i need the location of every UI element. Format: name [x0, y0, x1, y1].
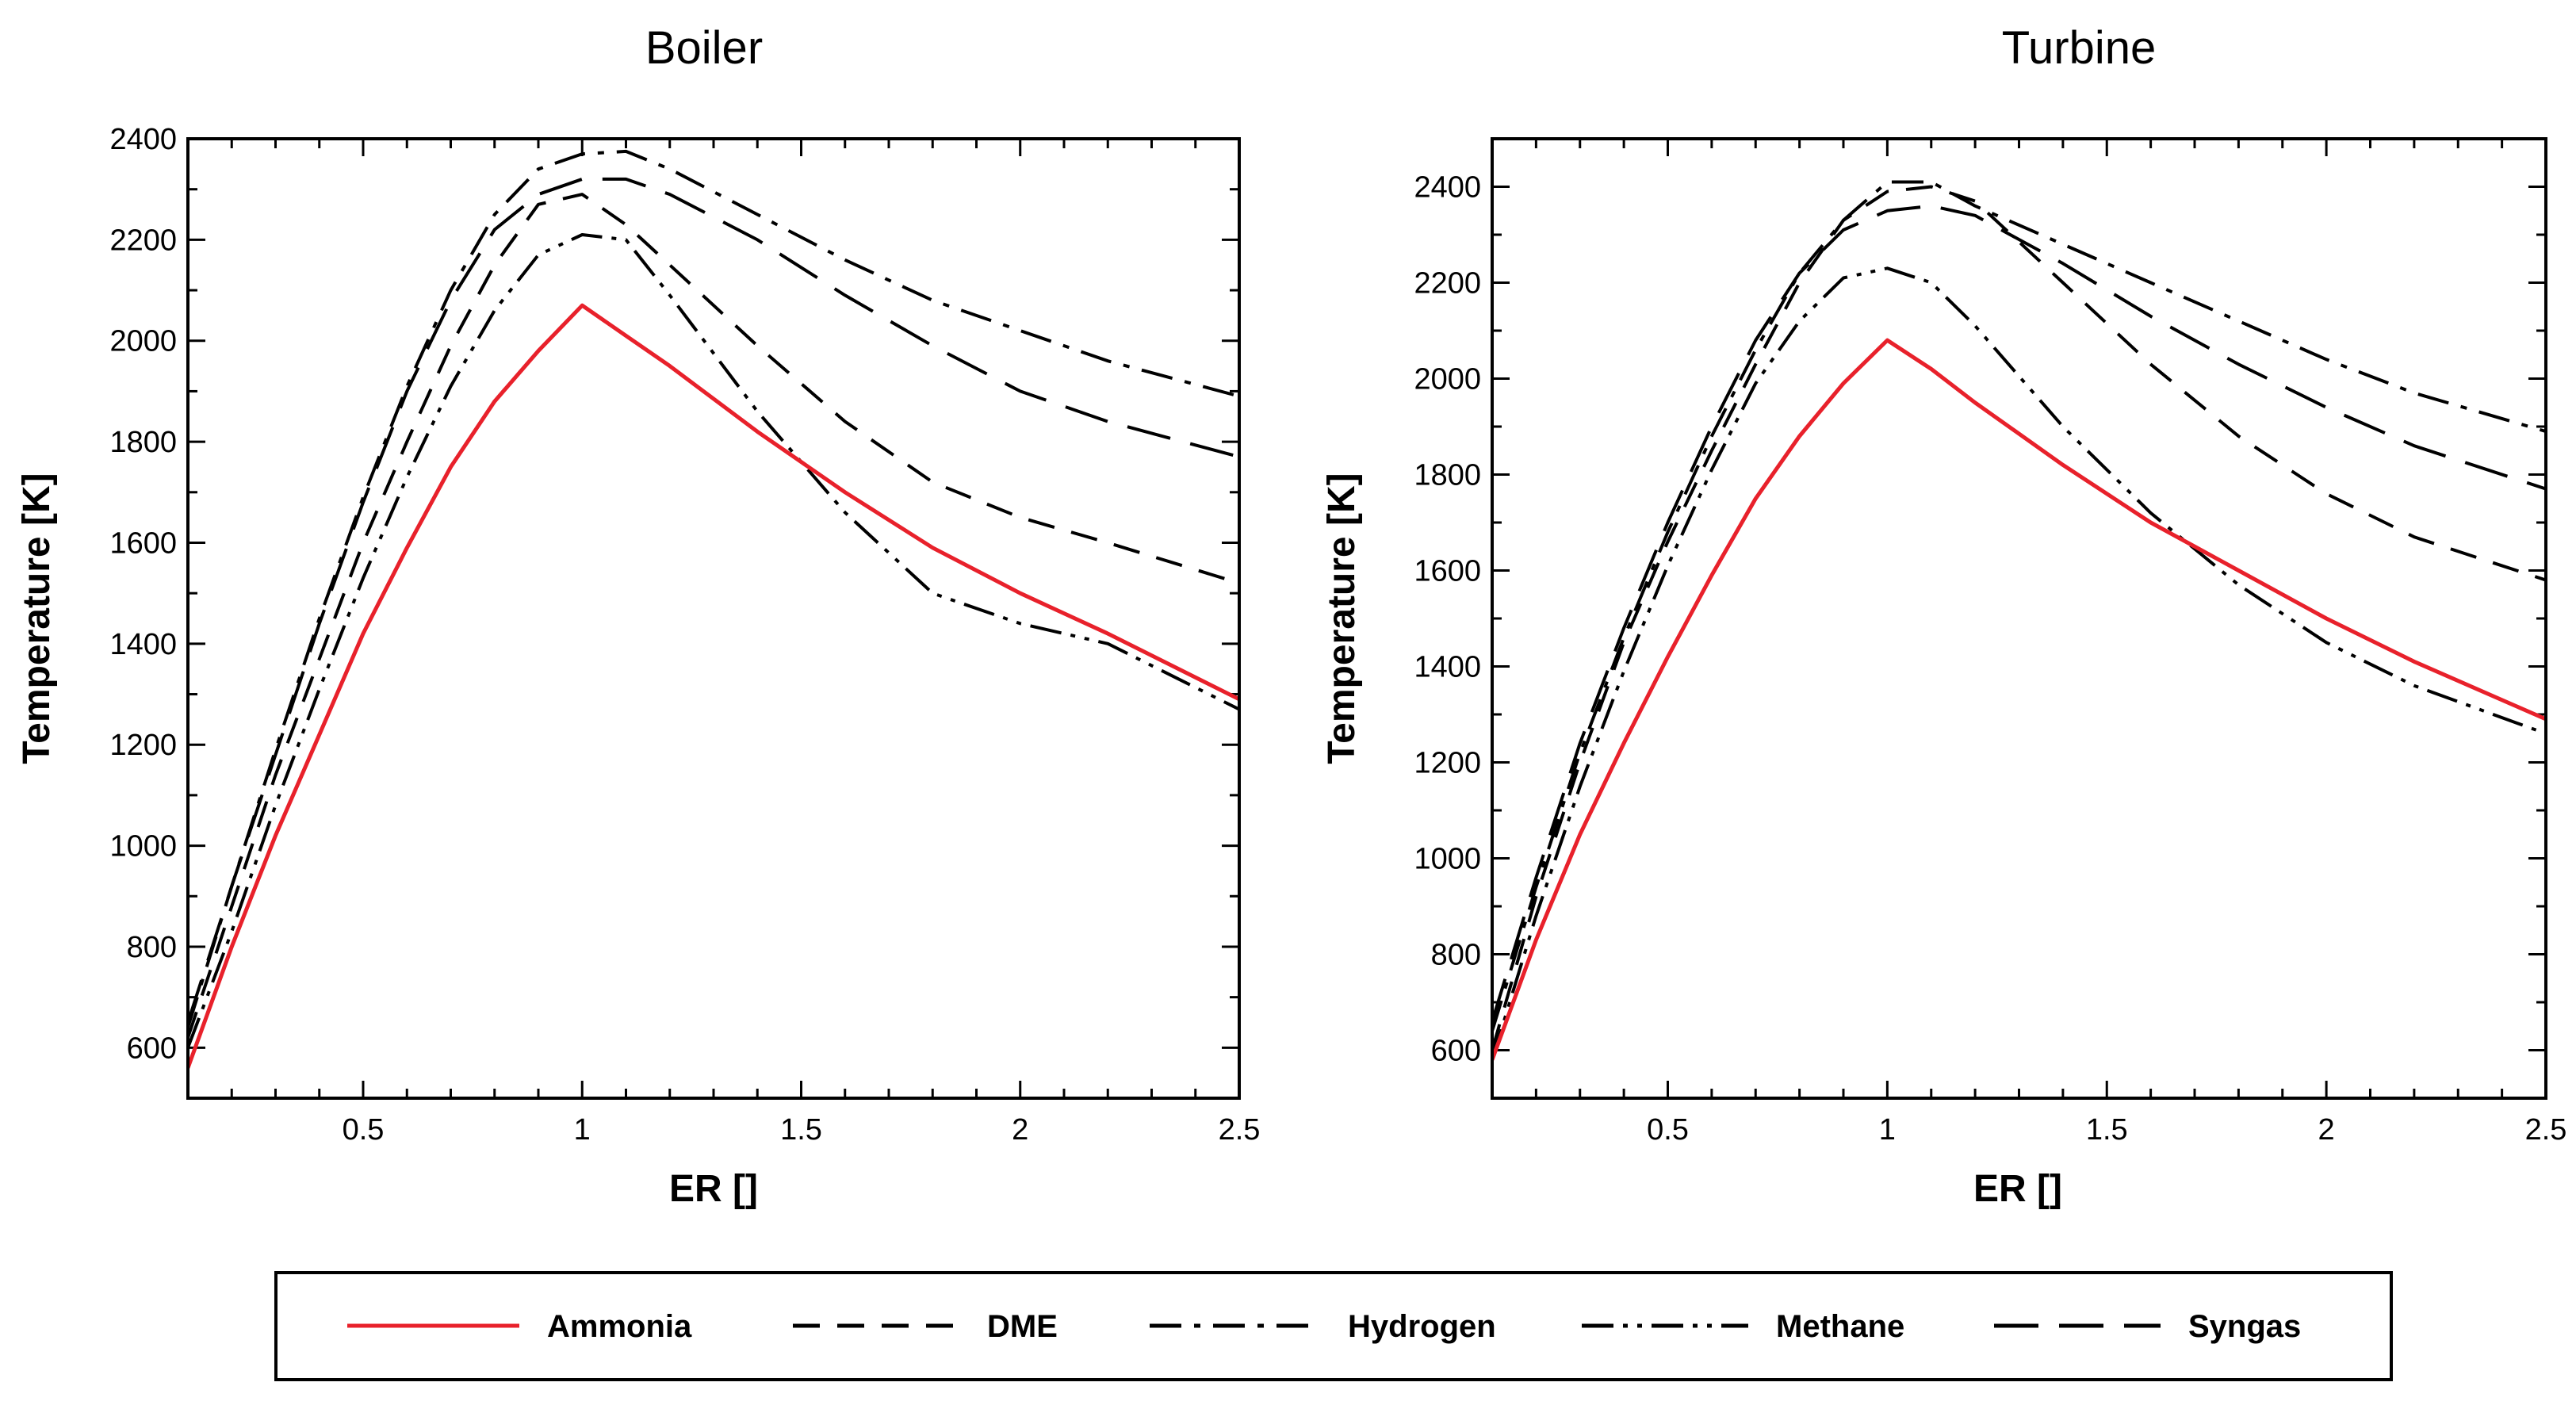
x-axis-label: ER []	[1973, 1168, 2062, 1210]
legend-box	[274, 1271, 2393, 1381]
chart-title: Boiler	[645, 22, 763, 74]
x-tick-label: 1.5	[2086, 1113, 2128, 1147]
y-axis-label: Temperature [K]	[1321, 473, 1363, 764]
y-tick-label: 1400	[109, 628, 177, 661]
series-line-dme	[188, 193, 1239, 1039]
legend-label-methane: Methane	[1776, 1309, 1904, 1344]
x-axis-label: ER []	[669, 1168, 758, 1210]
y-tick-label: 2000	[1414, 363, 1481, 396]
series-line-methane	[188, 233, 1239, 1049]
x-tick-label: 2	[2318, 1113, 2335, 1147]
y-tick-label: 2200	[1414, 267, 1481, 301]
y-tick-label: 1800	[1414, 459, 1481, 492]
chart-title: Turbine	[2002, 22, 2157, 74]
y-tick-label: 1000	[109, 830, 177, 863]
x-tick-label: 2	[1012, 1113, 1028, 1147]
y-tick-label: 1600	[109, 526, 177, 560]
x-tick-label: 1.5	[780, 1113, 822, 1147]
series-line-ammonia	[188, 303, 1239, 1069]
series-layer	[1492, 180, 2546, 1061]
tick-group: 0.5 1 1.5 2 2.5 600 800 1000 1200 1400 1600 1800 200…	[109, 123, 1260, 1147]
turbine-chart: Turbine 0.5 1 1.5 2 2.5 600 800 1000 1200 1400 160…	[1321, 22, 2566, 1210]
legend-label-dme: DME	[987, 1309, 1058, 1344]
y-tick-label: 2400	[1414, 171, 1481, 205]
y-tick-label: 1200	[1414, 747, 1481, 780]
y-tick-label: 600	[1431, 1035, 1481, 1068]
x-tick-label: 2.5	[1219, 1113, 1261, 1147]
y-tick-label: 1400	[1414, 651, 1481, 684]
y-tick-label: 1800	[109, 426, 177, 459]
series-line-methane	[1492, 266, 2546, 1061]
series-line-hydrogen	[188, 149, 1239, 1028]
y-tick-label: 1000	[1414, 843, 1481, 876]
y-tick-label: 2000	[109, 325, 177, 358]
y-axis-label: Temperature [K]	[16, 473, 58, 764]
series-line-syngas	[188, 177, 1239, 1024]
y-tick-label: 1200	[109, 729, 177, 762]
x-tick-label: 0.5	[343, 1113, 385, 1147]
x-tick-label: 2.5	[2525, 1113, 2567, 1147]
y-tick-label: 800	[127, 931, 177, 964]
legend-label-hydrogen: Hydrogen	[1348, 1309, 1496, 1344]
legend-label-ammonia: Ammonia	[547, 1309, 692, 1344]
legend-label-syngas: Syngas	[2188, 1309, 2301, 1344]
y-tick-label: 1600	[1414, 555, 1481, 588]
x-tick-label: 1	[1879, 1113, 1896, 1147]
series-line-syngas	[1492, 204, 2546, 1022]
boiler-chart: Boiler 0.5 1 1.5 2 2.5 600 800 1000 1200 1400 1600…	[16, 22, 1260, 1210]
x-tick-label: 0.5	[1647, 1113, 1689, 1147]
tick-group: 0.5 1 1.5 2 2.5 600 800 1000 1200 1400 1600 1800 200…	[1414, 137, 2567, 1147]
y-tick-label: 2200	[109, 224, 177, 257]
series-line-dme	[1492, 185, 2546, 1051]
plot-frame	[1491, 137, 2547, 1100]
y-tick-label: 800	[1431, 939, 1481, 972]
y-tick-label: 2400	[109, 123, 177, 156]
legend-items: Ammonia DME Hydrogen Methane Syngas	[347, 1309, 2301, 1344]
y-tick-label: 600	[127, 1032, 177, 1065]
series-line-ammonia	[1492, 338, 2546, 1061]
x-tick-label: 1	[574, 1113, 591, 1147]
plot-frame	[186, 137, 1241, 1100]
legend: Ammonia DME Hydrogen Methane Syngas	[274, 1271, 2393, 1381]
series-line-hydrogen	[1492, 180, 2546, 1032]
series-layer	[188, 149, 1239, 1069]
